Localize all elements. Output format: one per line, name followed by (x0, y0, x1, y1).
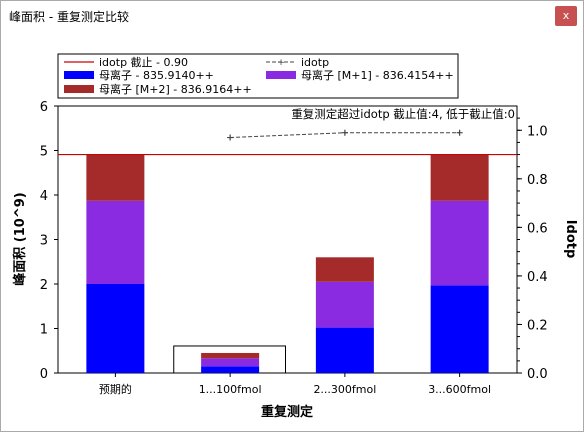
legend-swatch-m1 (266, 71, 296, 79)
idotp-series (227, 129, 463, 141)
y-tick-label-2: 2 (40, 278, 48, 293)
bar-0-series-0[interactable] (86, 284, 145, 373)
y2-tick-label-2: 0.4 (527, 270, 548, 285)
bar-0-series-2[interactable] (86, 154, 145, 201)
y-tick-label-5: 5 (40, 145, 48, 160)
peak-area-chart[interactable]: idotp 截止 - 0.90 + idotp 母离子 - 835.9140++… (1, 31, 583, 431)
idotp-point-2[interactable] (456, 129, 463, 136)
bar-0-series-1[interactable] (86, 200, 145, 284)
bar-3-series-2[interactable] (430, 154, 489, 201)
bar-2-series-0[interactable] (315, 327, 374, 373)
legend-label-m1: 母离子 [M+1] - 836.4154++ (301, 68, 454, 82)
bars-group (58, 153, 517, 374)
close-button[interactable]: x (555, 6, 577, 26)
x-axis-label: 重复测定 (261, 404, 313, 420)
y-tick-label-4: 4 (40, 189, 48, 204)
bar-1-series-2[interactable] (201, 352, 260, 359)
y-axis-label: 峰面积 (10^9) (12, 192, 28, 285)
y-tick-label-6: 6 (40, 100, 48, 115)
bar-2-series-1[interactable] (315, 281, 374, 328)
y2-tick-label-5: 1.0 (527, 124, 548, 139)
bar-1-series-0[interactable] (201, 366, 260, 373)
legend-label-m2: 母离子 [M+2] - 836.9164++ (99, 82, 252, 96)
idotp-point-0[interactable] (227, 134, 234, 141)
legend-swatch-idotp-marker: + (277, 58, 285, 68)
legend: idotp 截止 - 0.90 + idotp 母离子 - 835.9140++… (57, 53, 459, 99)
legend-swatch-m0 (64, 71, 94, 79)
y2-tick-label-3: 0.6 (527, 221, 548, 236)
ticks-group: 预期的 1...100fmol 2...300fmol 3...600fmol 0 1 2 3… (40, 100, 548, 396)
bar-3-series-0[interactable] (430, 285, 489, 373)
legend-box (57, 53, 459, 99)
bar-3-series-1[interactable] (430, 200, 489, 286)
y2-tick-label-1: 0.2 (527, 318, 548, 333)
y-tick-label-1: 1 (40, 323, 48, 338)
x-tick-label-0: 预期的 (99, 382, 132, 396)
window-title: 峰面积 - 重复测定比较 (9, 10, 129, 24)
y2-tick-label-0: 0.0 (527, 367, 548, 382)
idotp-point-1[interactable] (341, 129, 348, 136)
bar-2-series-2[interactable] (315, 257, 374, 282)
title-bar[interactable]: 峰面积 - 重复测定比较 x (1, 1, 583, 31)
y-tick-label-3: 3 (40, 234, 48, 249)
y2-axis-label: Idotp (563, 220, 578, 259)
x-tick-label-2: 2...300fmol (313, 383, 376, 396)
x-tick-label-3: 3...600fmol (428, 383, 491, 396)
y-tick-label-0: 0 (40, 367, 48, 382)
bar-1-series-1[interactable] (201, 358, 260, 367)
legend-swatch-m2 (64, 85, 94, 93)
legend-label-m0: 母离子 - 835.9140++ (99, 68, 214, 82)
legend-label-idotp: idotp (301, 56, 329, 69)
y2-tick-label-4: 0.8 (527, 173, 548, 188)
x-tick-label-1: 1...100fmol (199, 383, 262, 396)
legend-label-cutoff: idotp 截止 - 0.90 (99, 55, 188, 69)
annotation: 重复测定超过idotp 截止值:4, 低于截止值:0 (291, 107, 515, 121)
